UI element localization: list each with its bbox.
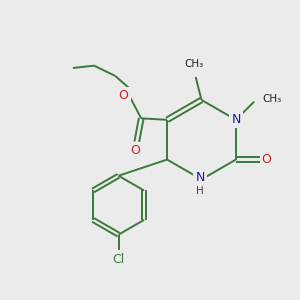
Text: N: N <box>195 172 205 184</box>
Text: Cl: Cl <box>112 253 124 266</box>
Text: O: O <box>118 89 128 102</box>
Text: CH₃: CH₃ <box>262 94 282 104</box>
Text: CH₃: CH₃ <box>184 59 204 69</box>
Text: N: N <box>231 113 241 126</box>
Text: H: H <box>196 186 204 196</box>
Text: O: O <box>130 144 140 157</box>
Text: O: O <box>262 153 272 166</box>
